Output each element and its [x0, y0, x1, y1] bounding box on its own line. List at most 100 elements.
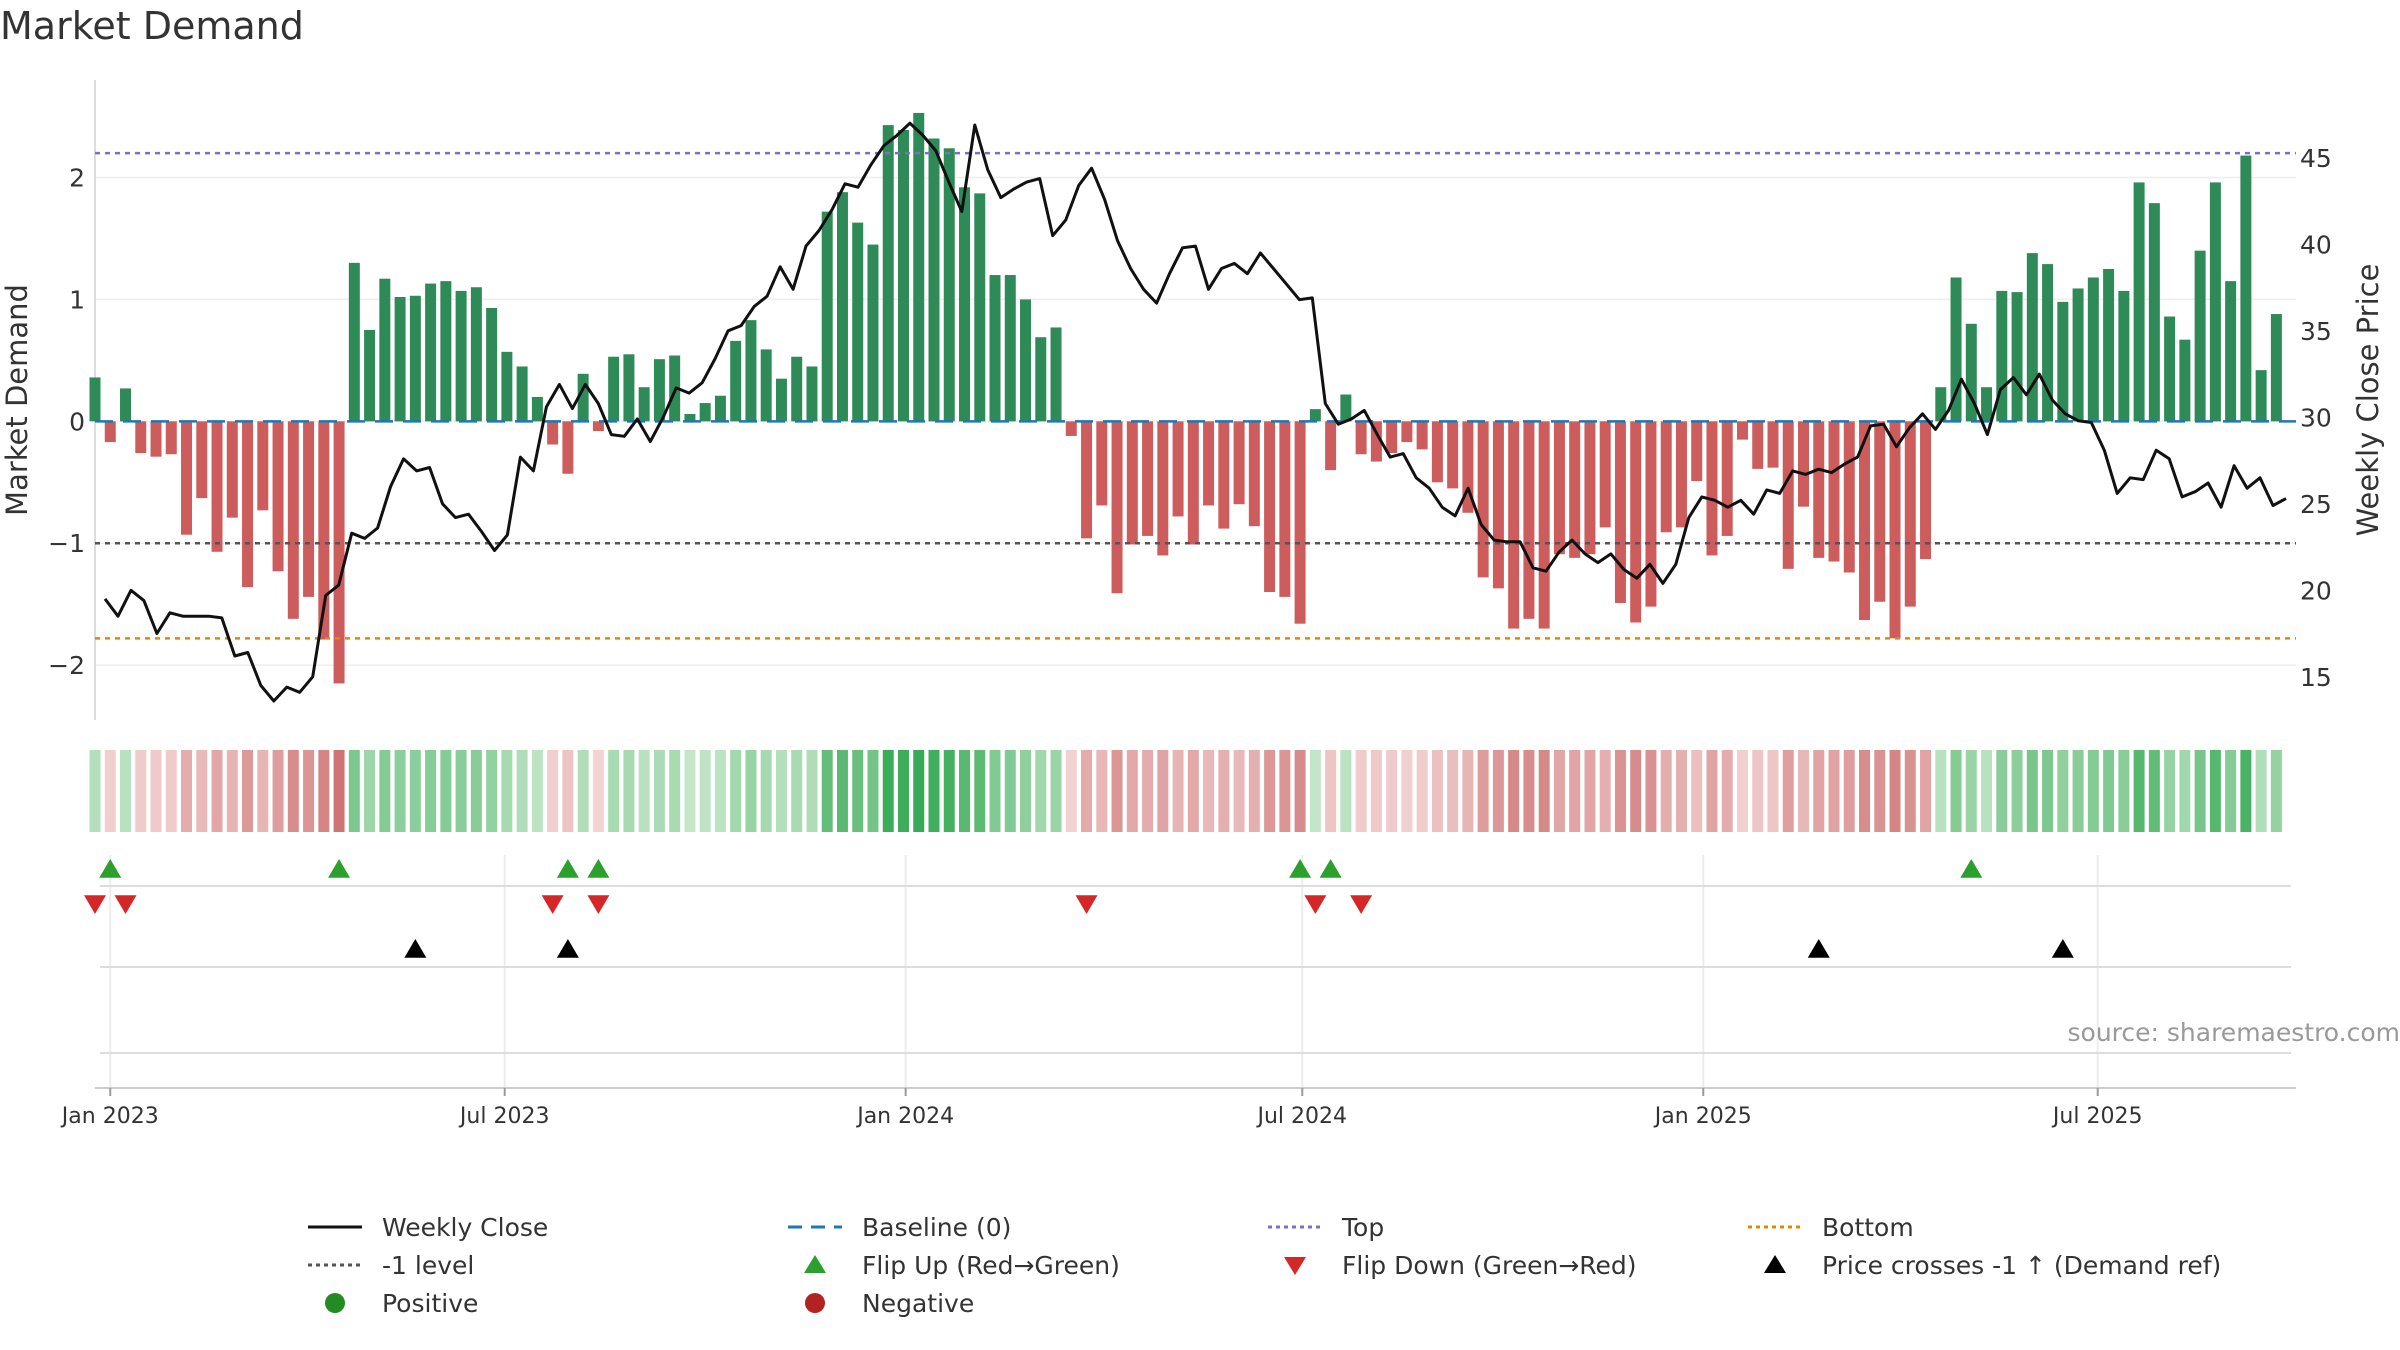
legend-item-bottom: Bottom	[1740, 1210, 1914, 1244]
demand-bar	[852, 222, 864, 422]
heat-cell	[1309, 750, 1321, 832]
demand-bar	[516, 366, 528, 422]
y-tick-label-right: 25	[2300, 490, 2332, 519]
demand-bar	[1233, 421, 1245, 505]
demand-bar	[135, 421, 147, 454]
demand-bar	[1798, 421, 1809, 507]
demand-bar	[1203, 421, 1215, 506]
demand-bar	[1492, 421, 1504, 589]
heat-cell	[2225, 750, 2237, 832]
heat-cell	[897, 750, 909, 832]
heat-cell	[2240, 750, 2252, 832]
demand-bar	[1736, 421, 1748, 440]
heat-cell	[1874, 750, 1886, 832]
heat-cell	[730, 750, 742, 832]
legend-item-baseline: Baseline (0)	[780, 1210, 1011, 1244]
heat-cell	[1172, 750, 1184, 832]
heat-cell	[1340, 750, 1352, 832]
heat-cell	[440, 750, 452, 832]
demand-bar	[1584, 421, 1596, 555]
legend-item-top: Top	[1260, 1210, 1384, 1244]
demand-bar	[989, 275, 1001, 422]
heat-cell	[1218, 750, 1230, 832]
heat-cell	[501, 750, 513, 832]
demand-bar	[1996, 290, 2008, 422]
heat-cell	[181, 750, 193, 832]
heat-cell	[1020, 750, 1032, 832]
heat-cell	[470, 750, 482, 832]
demand-bar	[1416, 421, 1428, 450]
heat-cell	[1981, 750, 1993, 832]
heat-cell	[89, 750, 101, 832]
demand-bar	[2194, 250, 2206, 422]
heat-cell	[791, 750, 803, 832]
legend-symbol	[804, 1255, 826, 1273]
heat-cell	[959, 750, 970, 832]
price-cross-marker	[404, 939, 427, 958]
demand-bar	[242, 421, 254, 588]
demand-bar	[2164, 316, 2176, 422]
heat-cell	[1691, 750, 1703, 832]
demand-bar	[943, 148, 955, 422]
heat-cell	[1828, 750, 1840, 832]
heat-cell	[1355, 750, 1367, 832]
demand-bar	[2103, 268, 2115, 422]
heat-cell	[1675, 750, 1687, 832]
demand-bar	[1187, 421, 1199, 545]
heat-cell	[1004, 750, 1016, 832]
demand-bar	[2057, 301, 2069, 422]
demand-bar	[226, 421, 238, 518]
heat-cell	[364, 750, 376, 832]
legend-symbol	[788, 1225, 842, 1229]
legend-symbol	[308, 1225, 362, 1229]
heat-cell	[699, 750, 711, 832]
heat-cell	[2148, 750, 2160, 832]
demand-bar	[2042, 264, 2054, 422]
heat-cell	[1264, 750, 1276, 832]
heat-cell	[1569, 750, 1581, 832]
source-credit: source: sharemaestro.com	[2067, 1018, 2400, 1047]
x-tick-label: Jul 2023	[458, 1104, 550, 1129]
demand-bar	[1950, 277, 1962, 422]
demand-bar	[2270, 314, 2282, 422]
demand-bar	[562, 421, 574, 474]
demand-bar	[1050, 327, 1062, 422]
heat-cell	[1447, 750, 1459, 832]
heat-cell	[455, 750, 467, 832]
heat-cell	[1111, 750, 1123, 832]
heat-cell	[1813, 750, 1825, 832]
demand-bar	[1752, 421, 1764, 469]
demand-bar	[745, 320, 757, 422]
demand-bar	[791, 356, 803, 422]
x-tick-label: Jan 2023	[60, 1104, 159, 1129]
demand-bar	[1981, 387, 1993, 422]
demand-bar	[1843, 421, 1855, 573]
heat-cell	[211, 750, 223, 832]
demand-bar	[577, 373, 589, 422]
demand-bar	[211, 421, 223, 552]
legend-item-price-cross: Price crosses -1 ↑ (Demand ref)	[1740, 1248, 2221, 1282]
heat-cell	[2133, 750, 2145, 832]
demand-bar	[470, 287, 482, 422]
demand-bar	[486, 307, 498, 422]
demand-bar	[592, 421, 604, 432]
heat-cell	[1782, 750, 1794, 832]
demand-bar	[684, 414, 696, 422]
demand-bar	[455, 290, 467, 422]
demand-bar	[638, 387, 650, 422]
heat-cell	[1798, 750, 1809, 832]
heat-cell	[1370, 750, 1382, 832]
demand-bar	[272, 421, 284, 572]
demand-bar	[2255, 370, 2267, 422]
heat-cell	[547, 750, 559, 832]
demand-bar	[333, 421, 345, 684]
heat-cell	[272, 750, 284, 832]
heat-cell	[638, 750, 650, 832]
heat-cell	[1081, 750, 1093, 832]
demand-bar	[1630, 421, 1642, 623]
demand-bar	[196, 421, 208, 499]
y-tick-label-right: 45	[2300, 144, 2332, 173]
heat-cell	[1523, 750, 1535, 832]
demand-bar	[257, 421, 269, 511]
demand-bar	[653, 359, 665, 422]
